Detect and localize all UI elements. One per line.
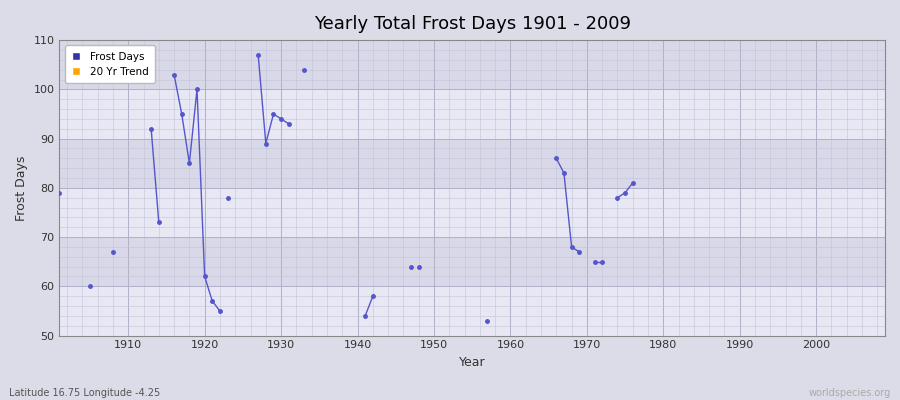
Bar: [59, 89, 885, 139]
Y-axis label: Frost Days: Frost Days: [15, 155, 28, 220]
Bar: [59, 139, 885, 188]
Text: Latitude 16.75 Longitude -4.25: Latitude 16.75 Longitude -4.25: [9, 388, 160, 398]
Bar: [59, 40, 885, 89]
Bar: [59, 286, 885, 336]
X-axis label: Year: Year: [459, 356, 485, 369]
Legend: Frost Days, 20 Yr Trend: Frost Days, 20 Yr Trend: [65, 45, 155, 84]
Title: Yearly Total Frost Days 1901 - 2009: Yearly Total Frost Days 1901 - 2009: [314, 15, 631, 33]
Text: worldspecies.org: worldspecies.org: [809, 388, 891, 398]
Bar: [59, 188, 885, 237]
Bar: [59, 237, 885, 286]
